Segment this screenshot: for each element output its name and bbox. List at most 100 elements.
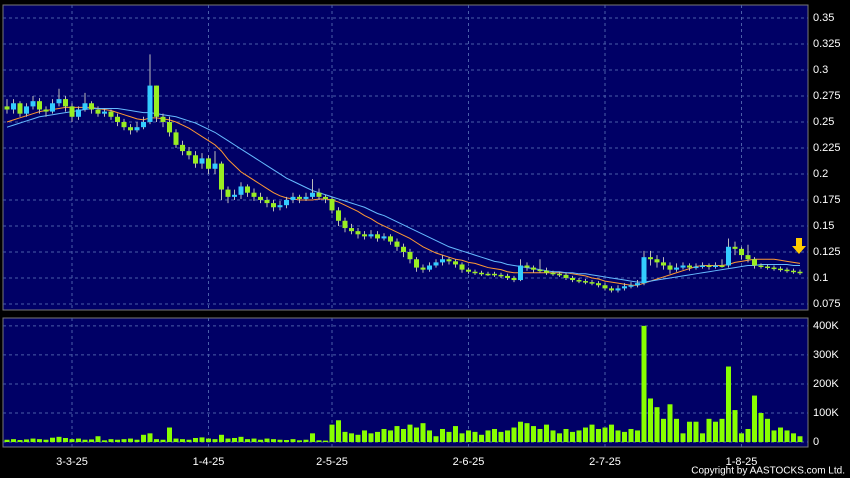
volume-bar bbox=[310, 433, 315, 443]
volume-bar bbox=[518, 421, 523, 443]
volume-bar bbox=[654, 407, 660, 443]
volume-bar bbox=[602, 427, 608, 443]
candle-body bbox=[368, 234, 374, 237]
volume-bar bbox=[362, 430, 367, 443]
volume-bar bbox=[102, 440, 107, 443]
volume-bar bbox=[583, 427, 588, 443]
candle-body bbox=[206, 158, 211, 169]
candle-body bbox=[661, 262, 666, 266]
y-tick-label: 0.1 bbox=[813, 272, 828, 284]
candle-body bbox=[680, 265, 686, 268]
volume-bar bbox=[498, 431, 504, 443]
volume-bar bbox=[745, 428, 751, 443]
volume-bar bbox=[732, 410, 738, 443]
candle-body bbox=[693, 266, 699, 269]
candle-body bbox=[336, 210, 341, 221]
candle-body bbox=[95, 109, 101, 114]
y-tick-label: 0.2 bbox=[813, 168, 828, 180]
volume-bar bbox=[76, 438, 81, 443]
volume-bar bbox=[108, 439, 114, 443]
marker-arrow bbox=[792, 238, 806, 254]
volume-bar bbox=[17, 440, 23, 443]
volume-bar bbox=[69, 439, 75, 443]
candle-body bbox=[440, 259, 445, 263]
candle-body bbox=[251, 192, 257, 197]
candle-body bbox=[479, 272, 484, 275]
candle-body bbox=[193, 155, 198, 164]
volume-bar bbox=[440, 428, 445, 443]
candle-body bbox=[30, 101, 36, 107]
volume-bar bbox=[667, 404, 673, 443]
y-tick-label: 0.125 bbox=[813, 246, 841, 258]
candle-body bbox=[388, 236, 393, 242]
candle-body bbox=[492, 273, 497, 276]
candle-body bbox=[706, 265, 712, 267]
volume-bar bbox=[446, 431, 452, 443]
candle-body bbox=[160, 116, 166, 122]
volume-bar bbox=[199, 437, 205, 443]
candle-body bbox=[544, 270, 549, 273]
candle-body bbox=[641, 257, 647, 284]
candle-body bbox=[102, 111, 107, 114]
candle-body bbox=[511, 277, 517, 281]
candle-body bbox=[50, 103, 55, 112]
candle-body bbox=[700, 265, 705, 267]
volume-bar bbox=[661, 418, 666, 443]
candle-body bbox=[615, 288, 621, 291]
candle-body bbox=[89, 103, 94, 110]
candle-body bbox=[713, 265, 718, 267]
candle-body bbox=[11, 103, 16, 110]
moving-average-line bbox=[6, 106, 801, 286]
candle-body bbox=[186, 151, 192, 156]
candle-body bbox=[316, 192, 322, 197]
candle-body bbox=[323, 196, 328, 199]
candle-body bbox=[446, 259, 452, 262]
y-tick-label: 0 bbox=[813, 436, 819, 448]
volume-bar bbox=[63, 437, 68, 443]
candle-body bbox=[225, 189, 231, 197]
volume-bar bbox=[693, 421, 699, 443]
candle-body bbox=[173, 132, 179, 145]
candle-body bbox=[264, 199, 270, 204]
candle-body bbox=[147, 85, 153, 122]
volume-bar bbox=[160, 439, 166, 443]
candle-body bbox=[628, 285, 634, 287]
candle-body bbox=[63, 99, 68, 107]
volume-bar bbox=[368, 433, 374, 443]
volume-bar bbox=[628, 428, 634, 443]
candle-body bbox=[245, 186, 250, 193]
candle-body bbox=[349, 228, 354, 232]
candle-body bbox=[667, 265, 673, 270]
candle-body bbox=[602, 285, 608, 289]
candle-body bbox=[219, 163, 224, 190]
x-tick-label: 2-5-25 bbox=[316, 456, 348, 468]
volume-bar bbox=[622, 431, 627, 443]
candle-body bbox=[609, 288, 614, 291]
candle-body bbox=[635, 283, 640, 286]
candle-body bbox=[537, 269, 543, 272]
volume-bar bbox=[121, 439, 127, 443]
candle-body bbox=[17, 103, 23, 114]
candle-body bbox=[622, 286, 627, 289]
y-tick-label: 100K bbox=[813, 407, 839, 419]
candle-body bbox=[128, 127, 133, 131]
candle-body bbox=[687, 265, 692, 268]
volume-bar bbox=[726, 366, 731, 443]
volume-bar bbox=[589, 424, 595, 443]
volume-bar bbox=[56, 436, 62, 443]
volume-bar bbox=[791, 433, 796, 443]
volume-bar bbox=[141, 434, 146, 443]
candle-body bbox=[381, 236, 387, 239]
volume-bar bbox=[719, 418, 725, 443]
x-tick-label: 3-3-25 bbox=[56, 456, 88, 468]
volume-bar bbox=[537, 428, 543, 443]
volume-bar bbox=[225, 438, 231, 443]
y-tick-label: 300K bbox=[813, 349, 839, 361]
candle-body bbox=[108, 111, 114, 117]
candle-body bbox=[167, 121, 172, 133]
y-tick-label: 0.075 bbox=[813, 298, 841, 310]
candle-body bbox=[596, 283, 601, 286]
x-tick-label: 2-7-25 bbox=[589, 456, 621, 468]
